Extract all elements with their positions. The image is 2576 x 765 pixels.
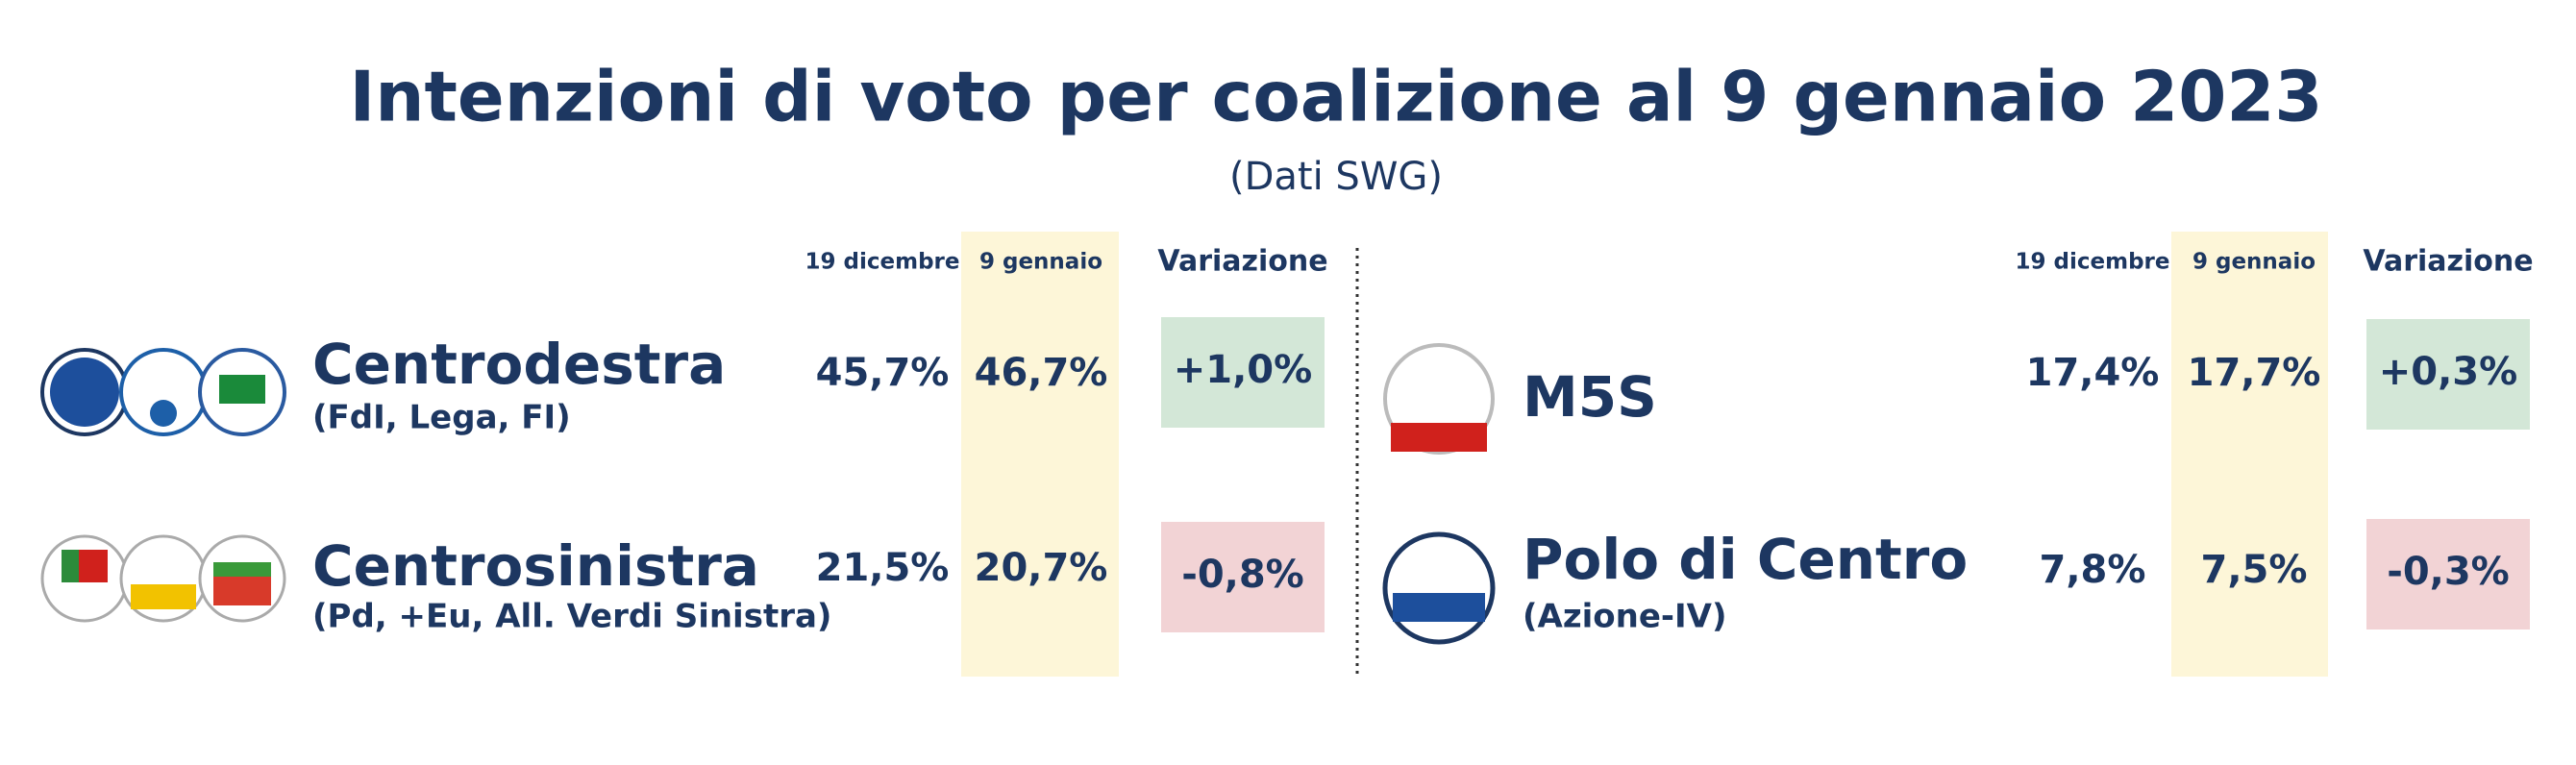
poll-value: 46,7%	[975, 351, 1108, 395]
column-header: Variazione	[2363, 245, 2533, 279]
change-box	[2366, 519, 2530, 629]
coalition-detail: (Azione-IV)	[1523, 598, 1727, 636]
poll-value: 20,7%	[975, 546, 1108, 590]
coalition-name: Centrodestra	[312, 332, 726, 397]
change-value: +0,3%	[2379, 350, 2517, 394]
poll-value: 17,7%	[2188, 351, 2321, 395]
poll-value: 7,8%	[2040, 548, 2146, 592]
title: Intenzioni di voto per coalizione al 9 g…	[349, 57, 2322, 137]
column-header: 19 dicembre	[805, 250, 960, 275]
change-box	[2366, 319, 2530, 430]
highlight-column	[2171, 232, 2328, 677]
change-value: +1,0%	[1174, 348, 1312, 392]
coalition-name: Polo di Centro	[1523, 527, 1968, 592]
poll-value: 45,7%	[816, 351, 950, 395]
change-box	[1161, 317, 1325, 428]
poll-value: 7,5%	[2201, 548, 2308, 592]
column-header: Variazione	[1157, 245, 1327, 279]
coalition-name: M5S	[1523, 364, 1657, 430]
subtitle: (Dati SWG)	[1229, 155, 1443, 199]
change-box	[1161, 522, 1325, 632]
highlight-column	[961, 232, 1119, 677]
change-value: -0,8%	[1181, 553, 1304, 597]
coalition-detail: (Pd, +Eu, All. Verdi Sinistra)	[312, 598, 831, 636]
coalition-name: Centrosinistra	[312, 533, 759, 599]
poll-value: 21,5%	[816, 546, 950, 590]
column-header: 9 gennaio	[2192, 250, 2316, 275]
logos	[40, 343, 1496, 645]
change-value: -0,3%	[2387, 550, 2510, 594]
column-header: 19 dicembre	[2016, 250, 2170, 275]
coalition-detail: (FdI, Lega, FI)	[312, 399, 571, 437]
poll-value: 17,4%	[2026, 351, 2160, 395]
column-header: 9 gennaio	[979, 250, 1102, 275]
